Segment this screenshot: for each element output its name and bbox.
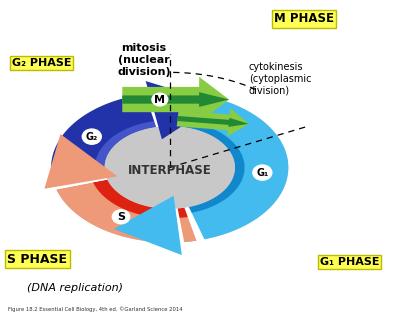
Polygon shape: [92, 178, 190, 218]
Text: G₂: G₂: [86, 132, 98, 142]
Text: S PHASE: S PHASE: [7, 252, 67, 266]
Polygon shape: [51, 92, 288, 243]
Polygon shape: [43, 176, 115, 191]
Polygon shape: [122, 92, 229, 107]
Polygon shape: [183, 202, 208, 248]
Polygon shape: [176, 93, 288, 242]
Text: M PHASE: M PHASE: [274, 12, 334, 26]
Polygon shape: [122, 77, 229, 122]
Text: G₁: G₁: [256, 167, 269, 178]
Polygon shape: [177, 108, 249, 137]
Polygon shape: [176, 85, 192, 132]
Circle shape: [152, 93, 168, 106]
Text: mitosis
(nuclear
division): mitosis (nuclear division): [117, 43, 171, 77]
Polygon shape: [142, 86, 162, 132]
Text: cytokinesis
(cytoplasmic
division): cytokinesis (cytoplasmic division): [249, 62, 311, 96]
Polygon shape: [55, 178, 200, 243]
Text: Figure 18.2 Essential Cell Biology, 4th ed. ©Garland Science 2014: Figure 18.2 Essential Cell Biology, 4th …: [8, 307, 182, 312]
Polygon shape: [95, 121, 158, 180]
Text: M: M: [154, 94, 165, 105]
Text: (DNA replication): (DNA replication): [28, 283, 123, 293]
Text: G₁ PHASE: G₁ PHASE: [320, 257, 379, 267]
Circle shape: [82, 129, 101, 144]
Polygon shape: [173, 204, 186, 250]
Polygon shape: [114, 196, 182, 255]
Circle shape: [253, 165, 272, 180]
Polygon shape: [43, 176, 115, 191]
Text: S: S: [117, 212, 125, 222]
Polygon shape: [176, 121, 245, 215]
Polygon shape: [51, 94, 158, 187]
Polygon shape: [105, 126, 235, 209]
Polygon shape: [146, 81, 217, 139]
Text: G₂ PHASE: G₂ PHASE: [12, 58, 71, 68]
Circle shape: [113, 210, 130, 224]
Text: INTERPHASE: INTERPHASE: [128, 164, 211, 177]
Polygon shape: [44, 134, 117, 189]
Polygon shape: [177, 116, 249, 127]
